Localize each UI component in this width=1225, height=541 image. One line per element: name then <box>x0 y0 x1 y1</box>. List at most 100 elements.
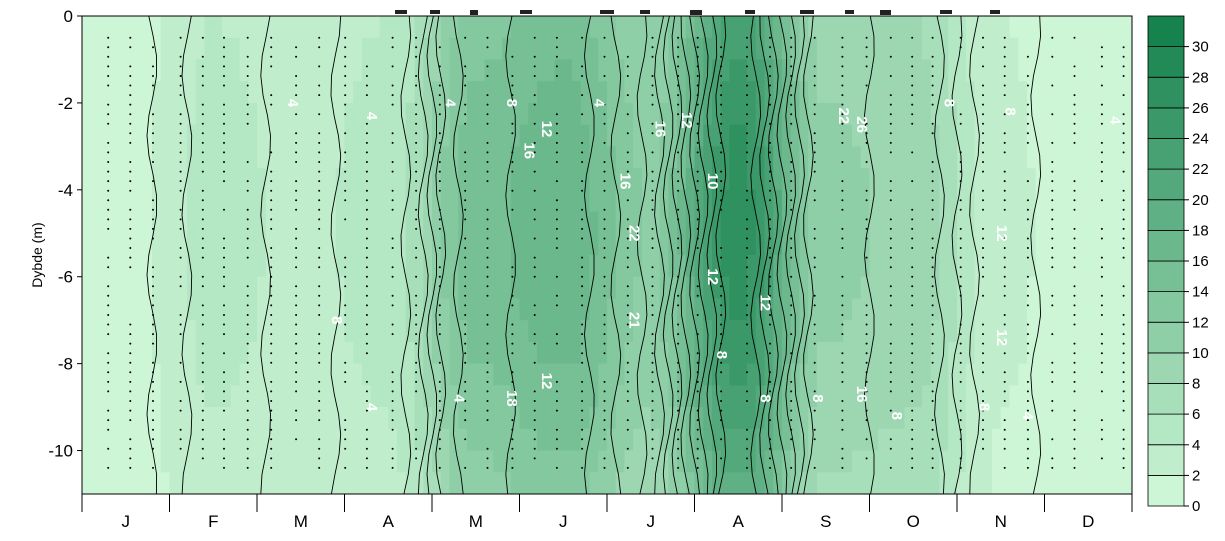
contour-cell <box>134 189 144 213</box>
contour-cell <box>1070 81 1081 104</box>
sample-point <box>129 323 132 326</box>
contour-cell <box>1105 428 1116 452</box>
sample-point <box>603 256 606 259</box>
sample-point <box>959 371 962 374</box>
contour-cell <box>843 59 853 82</box>
contour-cell <box>344 363 354 386</box>
contour-cell <box>178 146 188 169</box>
contour-cell <box>467 59 477 82</box>
sample-point <box>318 390 321 393</box>
contour-cell <box>204 407 214 430</box>
contour-cell <box>589 407 599 430</box>
contour-cell <box>799 124 809 147</box>
sample-point <box>107 208 110 211</box>
sample-point <box>1051 113 1054 116</box>
contour-cell <box>790 407 801 430</box>
sample-point <box>1073 428 1076 431</box>
contour-label: 12 <box>678 112 695 129</box>
sample-point <box>696 352 699 355</box>
contour-cell <box>449 341 459 365</box>
sample-point <box>201 237 204 240</box>
contour-cell <box>117 189 127 213</box>
sample-point <box>1051 161 1054 163</box>
sample-point <box>1100 237 1103 240</box>
sample-point <box>511 466 514 469</box>
contour-cell <box>607 341 617 365</box>
contour-cell <box>169 407 179 430</box>
contour-cell <box>90 472 101 494</box>
sample-point <box>813 323 816 326</box>
contour-cell <box>467 472 477 494</box>
sample-point <box>746 237 748 240</box>
sample-point <box>533 94 536 97</box>
contour-cell <box>720 385 731 408</box>
contour-cell <box>930 341 941 365</box>
contour-cell <box>782 16 792 39</box>
contour-cell <box>108 472 118 494</box>
contour-cell <box>983 146 993 169</box>
contour-cell <box>1114 59 1124 82</box>
contour-cell <box>703 211 713 234</box>
sample-point <box>464 380 467 383</box>
sample-point <box>603 438 606 441</box>
sample-point <box>1073 113 1076 116</box>
contour-cell <box>554 385 564 408</box>
contour-cell <box>817 81 827 104</box>
contour-cell <box>572 102 582 126</box>
sample-point <box>1122 94 1125 97</box>
colorbar-swatch <box>1147 321 1185 354</box>
sample-point <box>720 46 723 49</box>
contour-cell <box>90 37 101 61</box>
sample-point <box>223 314 225 316</box>
contour-label: 12 <box>993 225 1010 242</box>
sample-point <box>626 323 629 326</box>
contour-cell <box>747 385 757 408</box>
sample-point <box>841 75 844 77</box>
contour-cell <box>825 450 836 473</box>
sample-point <box>911 266 914 269</box>
contour-cell <box>817 363 827 386</box>
contour-cell <box>178 428 188 452</box>
contour-cell <box>239 341 249 365</box>
sample-point <box>1026 294 1029 297</box>
contour-cell <box>327 124 337 147</box>
contour-cell <box>957 276 967 300</box>
contour-cell <box>799 472 809 494</box>
contour-cell <box>204 211 214 234</box>
sample-point <box>152 361 154 364</box>
sample-point <box>464 75 467 77</box>
sample-point <box>813 294 816 297</box>
contour-cell <box>957 189 967 213</box>
sample-point <box>626 256 629 259</box>
contour-cell <box>117 298 127 321</box>
sample-point <box>129 447 132 450</box>
contour-cell <box>257 81 267 104</box>
sample-point <box>464 247 467 249</box>
sample-point <box>511 55 514 58</box>
sample-point <box>720 371 723 374</box>
contour-cell <box>134 37 144 61</box>
contour-cell <box>239 16 249 39</box>
sample-point <box>201 390 204 393</box>
sample-point <box>415 180 418 183</box>
contour-label: 8 <box>757 394 774 402</box>
contour-cell <box>1018 59 1028 82</box>
contour-cell <box>659 81 669 104</box>
sample-point <box>720 256 723 259</box>
contour-cell <box>222 255 232 278</box>
sample-point <box>246 294 249 297</box>
sample-point <box>911 208 914 211</box>
sample-point <box>365 342 368 345</box>
contour-cell <box>965 81 976 104</box>
sample-point <box>1073 247 1076 249</box>
contour-cell <box>1105 407 1116 430</box>
sample-point <box>486 294 489 297</box>
sample-point <box>318 380 321 383</box>
contour-cell <box>904 146 914 169</box>
sample-point <box>790 170 793 173</box>
sample-point <box>555 247 558 249</box>
contour-cell <box>930 146 941 169</box>
contour-cell <box>493 211 503 234</box>
contour-cell <box>580 385 591 408</box>
sample-point <box>790 247 793 249</box>
